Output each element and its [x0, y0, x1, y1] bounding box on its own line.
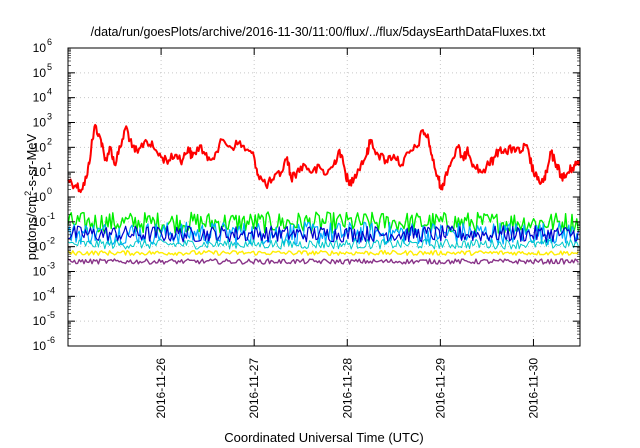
- y-tick-label: 10: [33, 41, 47, 55]
- series-line-6: [67, 258, 579, 265]
- y-tick-label: 10: [33, 314, 47, 328]
- series-line-5: [67, 249, 579, 256]
- y-tick-exponent: 3: [47, 112, 52, 122]
- y-tick-exponent: -5: [47, 310, 55, 320]
- y-tick-exponent: -4: [47, 285, 55, 295]
- y-axis-label-suffix: -s-sr-MeV: [24, 133, 39, 190]
- y-tick-exponent: 0: [47, 186, 52, 196]
- y-tick-label: 10: [33, 339, 47, 353]
- y-tick-label: 10: [33, 265, 47, 279]
- x-tick-label: 2016-11-30: [526, 358, 540, 419]
- y-tick-label: 10: [33, 66, 47, 80]
- series-line-1: [67, 211, 580, 234]
- y-axis-label: protons/cm2-s-sr-MeV: [23, 133, 39, 260]
- y-tick-exponent: 5: [47, 62, 52, 72]
- y-tick-exponent: 4: [47, 87, 52, 97]
- y-tick-exponent: 6: [47, 37, 52, 47]
- y-tick-label: 10: [33, 165, 47, 179]
- y-tick-label: 10: [33, 116, 47, 130]
- series-line-3: [67, 225, 579, 243]
- y-tick-exponent: -1: [47, 211, 55, 221]
- y-tick-label: 10: [33, 140, 47, 154]
- y-tick-label: 10: [33, 240, 47, 254]
- y-axis-label-superscript: 2: [23, 191, 33, 196]
- y-tick-exponent: -3: [47, 261, 55, 271]
- grid-lines: [68, 48, 580, 346]
- x-axis-label: Coordinated Universal Time (UTC): [224, 430, 423, 445]
- chart-title: /data/run/goesPlots/archive/2016-11-30/1…: [91, 25, 546, 39]
- y-tick-exponent: 2: [47, 136, 52, 146]
- x-tick-label: 2016-11-27: [247, 358, 261, 419]
- series-group: [67, 123, 581, 265]
- y-tick-exponent: -2: [47, 236, 55, 246]
- y-tick-label: 10: [33, 91, 47, 105]
- y-tick-label: 10: [33, 215, 47, 229]
- x-tick-label: 2016-11-29: [433, 358, 447, 419]
- y-tick-exponent: -6: [47, 335, 55, 345]
- y-tick-label: 10: [33, 289, 47, 303]
- series-line-4: [67, 238, 579, 250]
- x-tick-label: 2016-11-28: [340, 358, 354, 419]
- x-tick-label: 2016-11-26: [154, 358, 168, 419]
- axis-ticks: 10 -610 -510 -410 -310 -210 -110 010 110 210 310 41…: [33, 37, 580, 419]
- y-tick-exponent: 1: [47, 161, 52, 171]
- y-tick-label: 10: [33, 190, 47, 204]
- y-axis-label-main: protons/cm: [24, 196, 39, 260]
- series-line-0: [67, 123, 581, 194]
